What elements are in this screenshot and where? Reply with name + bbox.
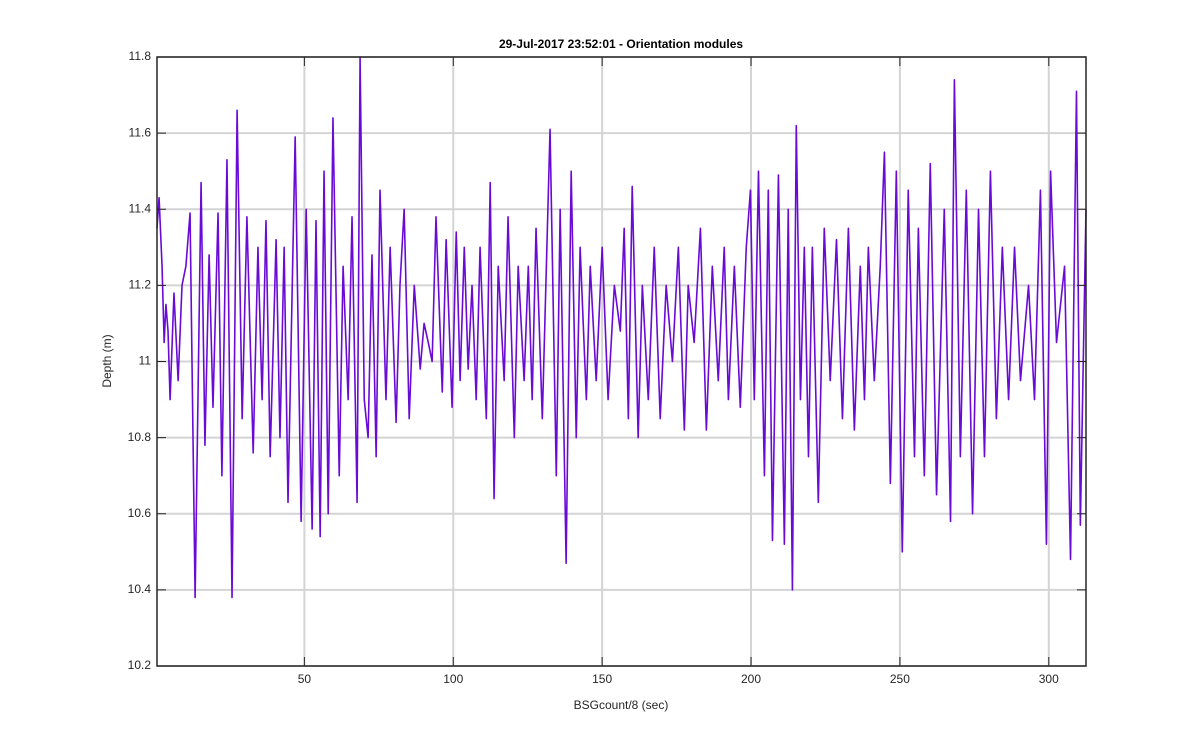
ticks: 50 100 150 200 250 300 10.2 10.4 10.6 10.8 11 11.2 1… bbox=[128, 49, 1086, 686]
y-tick-label: 10.6 bbox=[128, 506, 152, 520]
chart-title: 29-Jul-2017 23:52:01 - Orientation modul… bbox=[499, 37, 743, 51]
x-tick-label: 300 bbox=[1039, 672, 1059, 686]
y-axis-label: Depth (m) bbox=[100, 334, 114, 387]
x-tick-label: 100 bbox=[443, 672, 463, 686]
y-tick-label: 11.8 bbox=[129, 49, 152, 63]
x-axis-label: BSGcount/8 (sec) bbox=[574, 698, 669, 712]
x-tick-label: 250 bbox=[890, 672, 910, 686]
y-tick-label: 10.2 bbox=[128, 658, 152, 672]
x-tick-label: 50 bbox=[298, 672, 312, 686]
y-tick-label: 11.4 bbox=[129, 201, 152, 215]
y-tick-label: 11 bbox=[139, 354, 152, 368]
y-tick-label: 10.4 bbox=[128, 582, 152, 596]
plot bbox=[156, 56, 1087, 599]
y-tick-label: 11.2 bbox=[129, 278, 152, 292]
data-line bbox=[156, 56, 1087, 599]
x-tick-label: 200 bbox=[741, 672, 761, 686]
y-tick-label: 11.6 bbox=[129, 125, 152, 139]
x-tick-label: 150 bbox=[592, 672, 612, 686]
y-tick-label: 10.8 bbox=[128, 430, 152, 444]
